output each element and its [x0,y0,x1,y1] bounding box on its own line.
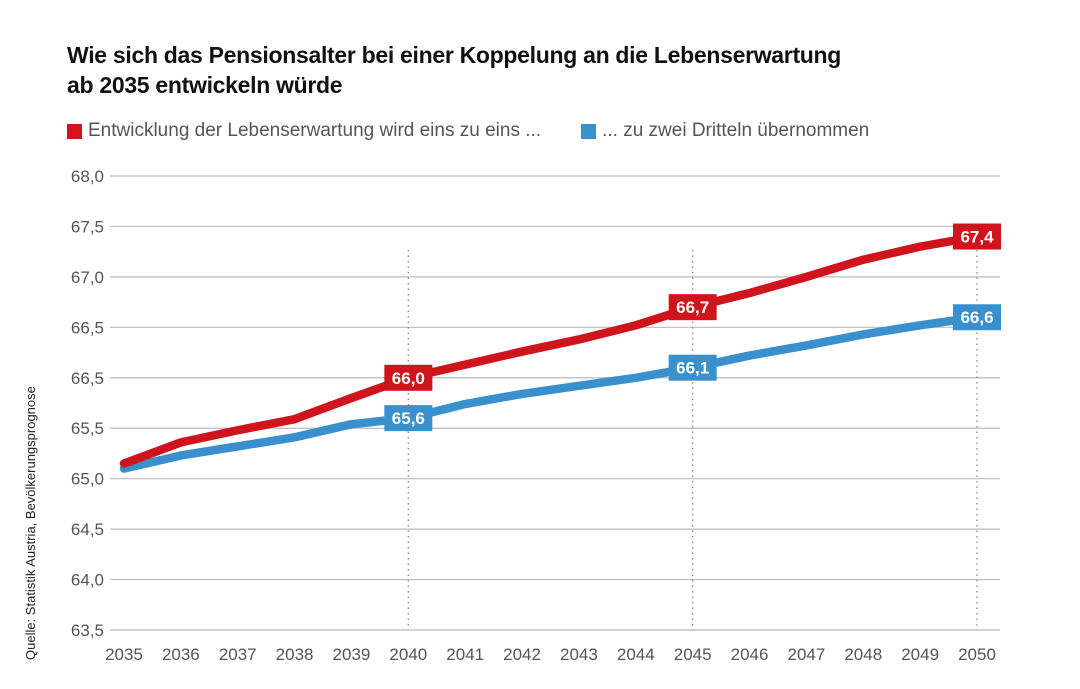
chart-title-line-1: Wie sich das Pensionsalter bei einer Kop… [67,42,842,68]
value-label-box [953,223,1001,250]
value-labels: 66,0 65,6 66,7 66,1 67,4 66,6 [384,223,1001,432]
series-line-blue [119,312,982,473]
x-tick-label: 2049 [901,645,939,664]
value-label-box [668,354,717,381]
x-tick-label: 2044 [617,645,655,664]
y-tick-label: 67,0 [71,268,104,287]
value-label: 66,0 [392,369,425,388]
x-axis-ticks: 2035 2036 2037 2038 2039 2040 2041 2042 2043 2044… [105,645,996,664]
series-line-red [119,232,982,468]
y-tick-label: 63,5 [71,621,104,640]
value-label-box [668,294,717,321]
value-label: 65,6 [392,409,425,428]
chart-title: Wie sich das Pensionsalter bei einer Kop… [67,40,967,100]
y-tick-label: 65,5 [71,419,104,438]
x-tick-label: 2039 [333,645,371,664]
legend-swatch-red [67,123,82,139]
x-tick-label: 2035 [105,645,143,664]
legend-swatch-blue [581,123,597,139]
x-tick-label: 2042 [503,645,541,664]
x-tick-label: 2036 [162,645,200,664]
value-label: 66,1 [676,359,709,378]
value-label: 67,4 [960,228,994,247]
x-tick-label: 2050 [958,645,996,664]
y-tick-label: 67,5 [71,217,104,236]
legend-label-blue: ... zu zwei Dritteln übernommen [602,120,870,141]
legend-item-red: Entwicklung der Lebenserwartung wird ein… [67,120,541,142]
legend-item-blue: ... zu zwei Dritteln übernommen [581,120,869,142]
x-tick-label: 2046 [731,645,769,664]
gridlines [110,175,1000,631]
y-tick-label: 65,0 [71,470,104,489]
x-tick-label: 2041 [446,645,484,664]
y-tick-label: 64,0 [71,571,104,590]
value-label: 66,7 [676,298,709,317]
x-tick-label: 2047 [787,645,825,664]
legend: Entwicklung der Lebenserwartung wird ein… [67,120,909,142]
y-tick-label: 66,5 [71,318,104,337]
x-tick-label: 2045 [674,645,712,664]
value-label: 66,6 [960,308,993,327]
chart-title-line-2: ab 2035 entwickeln würde [67,72,343,98]
y-tick-label: 68,0 [71,167,104,186]
series-lines [119,232,982,473]
value-label-box [953,304,1001,331]
x-tick-label: 2048 [844,645,882,664]
value-label-box [384,364,433,391]
x-tick-label: 2038 [276,645,314,664]
legend-label-red: Entwicklung der Lebenserwartung wird ein… [88,120,542,141]
y-axis-ticks: 68,0 67,5 67,0 66,5 66,5 65,5 65,0 64,5 64,0 63,5 [71,167,104,640]
y-tick-label: 66,5 [71,369,104,388]
y-tick-label: 64,5 [71,520,104,539]
x-tick-label: 2043 [560,645,598,664]
x-tick-label: 2040 [389,645,427,664]
value-label-box [384,405,433,432]
x-tick-label: 2037 [219,645,257,664]
